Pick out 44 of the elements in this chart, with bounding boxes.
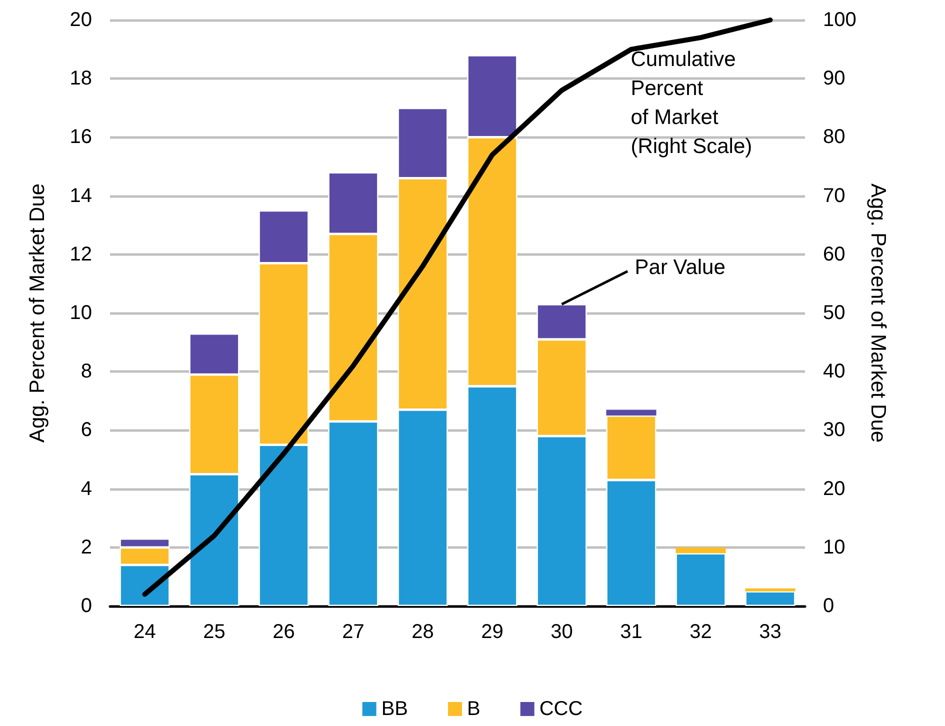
y-tick-label: 2 bbox=[80, 536, 92, 558]
bar bbox=[745, 591, 796, 606]
bar bbox=[676, 553, 726, 606]
y2-tick-label: 50 bbox=[823, 302, 846, 324]
y-tick-label: 18 bbox=[70, 68, 92, 90]
y-axis-title: Agg. Percent of Market Due bbox=[26, 183, 49, 443]
y2-tick-label: 40 bbox=[823, 360, 846, 383]
y-tick-label: 10 bbox=[70, 302, 92, 324]
legend-label: BB bbox=[381, 698, 408, 720]
y2-tick-label: 80 bbox=[823, 126, 846, 148]
legend-label: CCC bbox=[539, 698, 583, 720]
x-tick-label: 27 bbox=[342, 621, 364, 643]
annotation: Cumulative Percent of Market (Right Scale) bbox=[630, 48, 752, 158]
y-tick-label: 0 bbox=[80, 595, 92, 617]
y-tick-label: 14 bbox=[70, 184, 92, 207]
legend-label: B bbox=[467, 698, 480, 720]
y-tick-label: 12 bbox=[70, 243, 92, 266]
y-tick-label: 4 bbox=[80, 478, 92, 500]
x-tick-label: 28 bbox=[412, 621, 434, 643]
y2-tick-label: 70 bbox=[823, 184, 846, 207]
x-tick-label: 31 bbox=[620, 621, 642, 643]
x-tick-label: 25 bbox=[203, 621, 226, 643]
y2-tick-label: 30 bbox=[823, 419, 846, 442]
y2-tick-label: 10 bbox=[823, 536, 846, 558]
y2-tick-label: 100 bbox=[823, 9, 856, 31]
y-tick-label: 20 bbox=[70, 9, 92, 31]
y-tick-label: 16 bbox=[70, 126, 92, 148]
x-tick-label: 29 bbox=[481, 621, 504, 643]
y2-tick-label: 90 bbox=[823, 68, 846, 90]
y2-tick-label: 0 bbox=[823, 595, 834, 617]
x-tick-label: 33 bbox=[759, 621, 782, 643]
x-tick-label: 26 bbox=[272, 621, 295, 643]
x-tick-label: 30 bbox=[550, 621, 573, 643]
y-tick-label: 6 bbox=[80, 419, 92, 442]
y2-axis-title: Agg. Percent of Market Due bbox=[866, 183, 890, 443]
x-tick-label: 24 bbox=[134, 621, 156, 643]
y2-tick-label: 60 bbox=[823, 243, 846, 266]
x-tick-label: 32 bbox=[690, 621, 712, 643]
bar bbox=[676, 547, 726, 554]
annotation: Par Value bbox=[634, 256, 726, 280]
bar bbox=[745, 588, 796, 592]
y-tick-label: 8 bbox=[80, 360, 92, 383]
bar bbox=[606, 410, 656, 416]
y2-tick-label: 20 bbox=[823, 478, 846, 500]
